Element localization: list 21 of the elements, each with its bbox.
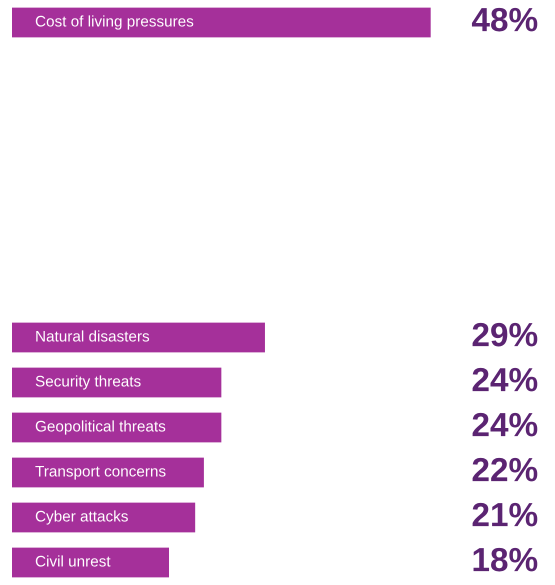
y-tick-label: Security threats (36, 375, 141, 390)
data-label: 29% (472, 322, 538, 346)
y-tick-label: Civil unrest (36, 555, 110, 567)
y-tick-label: Natural disasters (36, 330, 150, 342)
y-tick-label: Geopolitical threats (36, 420, 166, 435)
data-label: 22% (472, 458, 538, 482)
data-label: 21% (472, 502, 538, 526)
data-label: 24% (472, 412, 538, 436)
bar (12, 412, 222, 442)
bar (12, 502, 196, 532)
bar (12, 322, 265, 352)
data-label: 18% (474, 548, 538, 572)
bar (12, 458, 204, 488)
y-tick-label: Cyber attacks (36, 510, 128, 525)
y-tick-label: Transport concerns (35, 466, 166, 480)
bar (12, 548, 170, 578)
bar (12, 368, 222, 398)
data-label: 24% (472, 368, 538, 392)
bar (12, 8, 431, 38)
y-tick-label: Cost of living pressures (36, 15, 194, 30)
data-label: 48% (472, 8, 538, 32)
